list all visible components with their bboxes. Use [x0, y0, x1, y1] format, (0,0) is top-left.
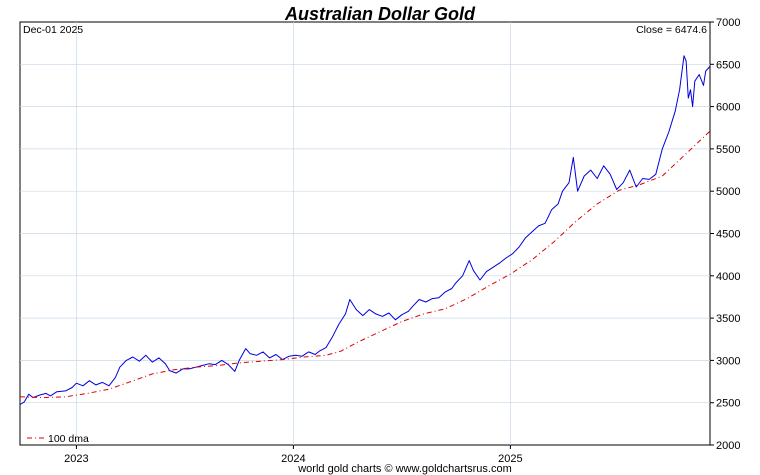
- legend: 100 dma: [27, 433, 89, 445]
- y-axis: 2000 2500 3000 3500 4000 4500 5000 5500 6000 6500…: [710, 17, 740, 452]
- y-tick-label: 6000: [716, 102, 740, 114]
- y-tick-label: 4000: [716, 271, 740, 283]
- x-tick-label: 2023: [64, 453, 88, 465]
- y-tick-label: 2500: [716, 398, 740, 410]
- x-tick-label: 2025: [498, 453, 522, 465]
- close-label: Close = 6474.6: [636, 24, 707, 36]
- series-line-100-dma: [19, 130, 711, 399]
- footer-credit: world gold charts © www.goldchartsrus.co…: [297, 463, 512, 475]
- date-label: Dec-01 2025: [23, 24, 83, 36]
- y-tick-label: 6500: [716, 59, 740, 71]
- y-tick-label: 4500: [716, 229, 740, 241]
- y-tick-label: 3500: [716, 313, 740, 325]
- y-tick-label: 5500: [716, 144, 740, 156]
- x-tick-label: 2024: [281, 453, 305, 465]
- y-tick-label: 2000: [716, 440, 740, 452]
- grid-lines: [20, 22, 710, 445]
- series-layer: [19, 55, 711, 405]
- y-tick-label: 5000: [716, 186, 740, 198]
- chart-title: Australian Dollar Gold: [284, 4, 476, 24]
- x-axis: 2023 2024 2025: [64, 445, 523, 465]
- legend-dma-label: 100 dma: [48, 433, 89, 445]
- y-tick-label: 7000: [716, 17, 740, 29]
- series-line-price: [19, 55, 711, 405]
- y-tick-label: 3000: [716, 355, 740, 367]
